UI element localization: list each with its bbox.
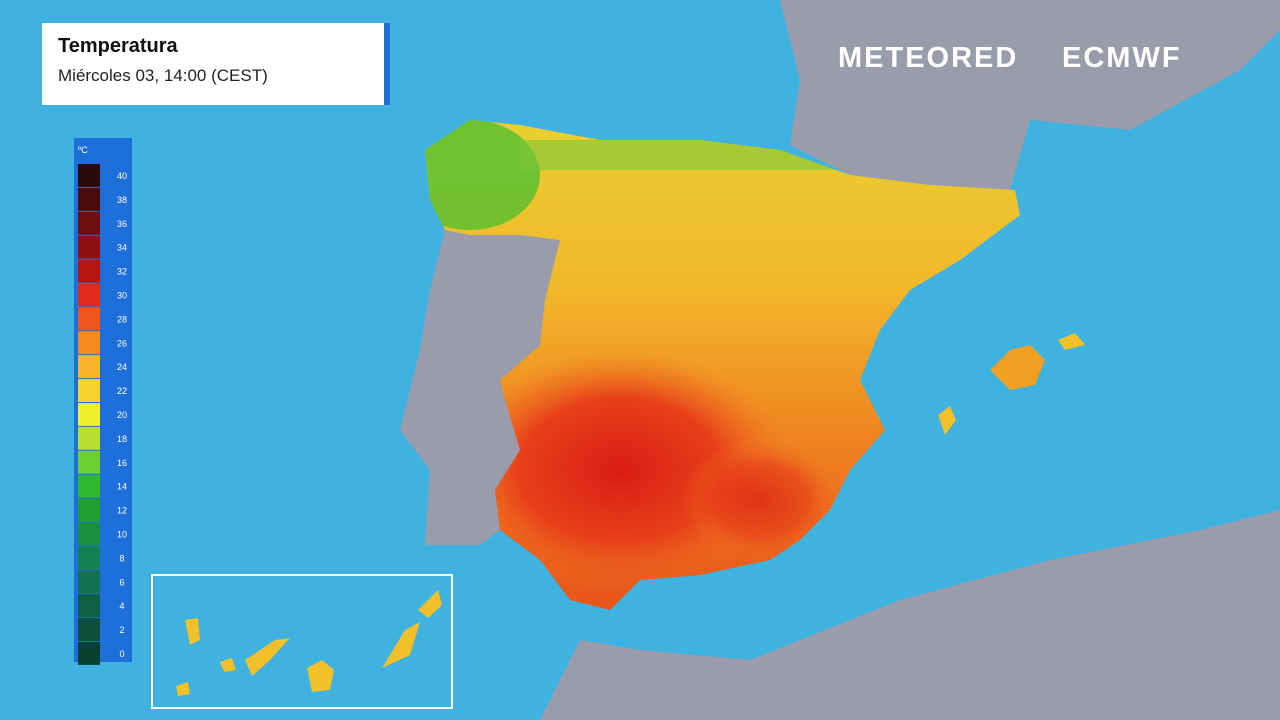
legend-tick: 14	[117, 482, 127, 492]
canary-islands	[176, 590, 442, 696]
legend-tick: 38	[117, 195, 127, 205]
legend-tick: 10	[117, 529, 127, 539]
legend-swatch	[78, 642, 100, 665]
legend-swatch	[78, 546, 100, 570]
legend-tick: 4	[119, 601, 124, 611]
legend-swatch	[78, 379, 100, 402]
legend-swatch	[78, 235, 100, 259]
ibiza	[938, 406, 956, 435]
legend-swatch	[78, 211, 100, 235]
legend-swatch	[78, 283, 100, 307]
mallorca	[990, 345, 1045, 390]
legend-tick: 8	[119, 553, 124, 563]
legend-tick: 24	[117, 362, 127, 372]
legend-swatch	[78, 331, 100, 355]
legend-swatch	[78, 187, 100, 211]
legend-swatch	[78, 474, 100, 498]
legend-tick: 32	[117, 267, 127, 277]
legend-swatch	[78, 570, 100, 594]
legend-unit: ºC	[78, 145, 88, 155]
legend-tick: 0	[119, 649, 124, 659]
legend-swatch	[78, 355, 100, 379]
legend-swatch	[78, 618, 100, 641]
legend-tick: 18	[117, 434, 127, 444]
legend-tick: 16	[117, 458, 127, 468]
legend-swatch	[78, 259, 100, 283]
legend-swatch	[78, 307, 100, 331]
legend-swatch	[78, 426, 100, 450]
legend-swatch	[78, 594, 100, 618]
legend-tick: 40	[117, 171, 127, 181]
legend-tick: 36	[117, 219, 127, 229]
legend-tick: 34	[117, 243, 127, 253]
legend-tick: 28	[117, 314, 127, 324]
subtitle: Miércoles 03, 14:00 (CEST)	[58, 66, 268, 85]
logo-meteored: METEORED	[838, 42, 1019, 74]
portugal	[400, 230, 560, 545]
legend-swatch	[78, 403, 100, 426]
canary-inset	[151, 574, 453, 709]
legend-tick: 12	[117, 506, 127, 516]
africa	[540, 510, 1280, 720]
legend-tick: 30	[117, 290, 127, 300]
title: Temperatura	[58, 35, 178, 57]
title-card: Temperatura Miércoles 03, 14:00 (CEST)	[42, 23, 390, 105]
legend-tick: 20	[117, 410, 127, 420]
legend-swatch	[78, 164, 100, 187]
france	[780, 0, 1280, 190]
legend-tick: 26	[117, 338, 127, 348]
menorca	[1058, 333, 1085, 350]
legend-swatch	[78, 498, 100, 522]
legend-swatch	[78, 522, 100, 546]
logo-ecmwf: ECMWF	[1062, 42, 1182, 74]
legend-tick: 6	[119, 577, 124, 587]
legend-tick: 22	[117, 386, 127, 396]
legend-tick: 2	[119, 625, 124, 635]
legend-swatch	[78, 450, 100, 474]
